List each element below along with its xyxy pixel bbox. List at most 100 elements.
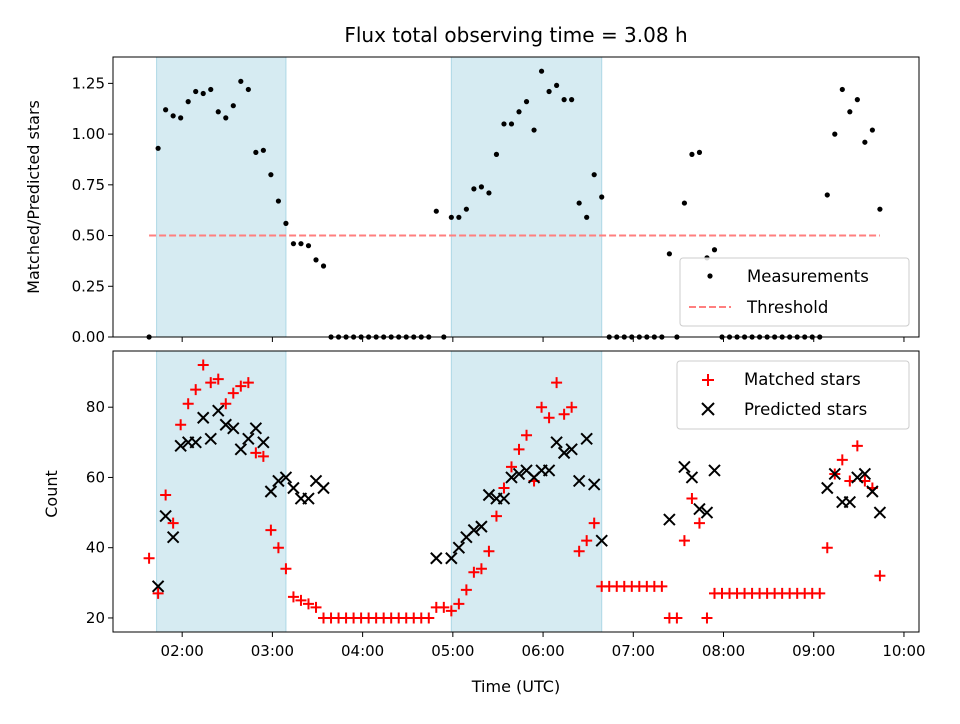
top-measurements-point — [554, 82, 560, 89]
bottom-matched-stars-point — [272, 542, 284, 554]
bottom-matched-stars-point — [190, 384, 202, 396]
x-tick-label: 04:00 — [341, 642, 384, 660]
top-measurements-point — [185, 99, 191, 105]
bottom-y-tick-label: 40 — [86, 539, 105, 557]
bottom-matched-stars-point — [175, 419, 187, 431]
top-measurements-point — [711, 247, 718, 253]
top-measurements-point — [501, 121, 507, 127]
bottom-matched-stars-point — [302, 598, 314, 610]
bottom-matched-stars-point — [551, 377, 563, 389]
top-measurements-point — [561, 97, 567, 103]
bottom-predicted-stars-point — [851, 471, 864, 484]
bottom-matched-stars-point — [438, 601, 450, 613]
bottom-predicted-stars-point — [219, 418, 232, 431]
bottom-y-axis-label: Count — [42, 470, 61, 518]
bottom-predicted-stars-point — [174, 439, 187, 453]
top-y-tick-label: 0.00 — [72, 328, 105, 346]
bottom-matched-stars-point — [701, 612, 713, 624]
bottom-matched-stars-point — [227, 387, 239, 399]
bottom-predicted-stars-point — [197, 411, 210, 424]
top-shaded-interval-1 — [450, 56, 603, 338]
bottom-predicted-stars-point — [708, 464, 721, 477]
bottom-matched-stars-point — [693, 517, 705, 529]
bottom-predicted-stars-point — [475, 520, 488, 533]
bottom-matched-stars-point — [295, 594, 307, 606]
top-legend: Measurements Threshold — [679, 257, 910, 327]
top-measurements-point — [463, 206, 469, 212]
bottom-predicted-stars-point — [212, 404, 225, 417]
bottom-matched-stars-point — [220, 398, 232, 410]
bottom-predicted-stars-point — [287, 481, 300, 495]
bottom-legend: Matched stars Predicted stars — [676, 360, 910, 430]
bottom-matched-stars-point — [483, 545, 495, 557]
bottom-matched-stars-point — [543, 412, 555, 424]
x-tick-label: 02:00 — [161, 642, 204, 660]
top-measurements-point — [666, 251, 672, 257]
top-y-axis-label: Matched/Predicted stars — [24, 100, 43, 294]
bottom-matched-stars-point — [423, 612, 435, 624]
top-measurements-point — [538, 68, 545, 74]
x-tick-label: 06:00 — [521, 642, 564, 660]
bottom-predicted-stars-point — [685, 471, 699, 484]
bottom-shaded-interval-0 — [156, 350, 287, 633]
bottom-matched-stars-point — [197, 359, 209, 371]
bottom-matched-stars-point — [310, 601, 322, 613]
top-measurements-point — [508, 121, 515, 127]
bottom-matched-stars-point — [588, 517, 600, 529]
bottom-predicted-stars-point — [843, 495, 857, 509]
top-measurements-point — [546, 88, 552, 95]
bottom-matched-stars-point — [257, 450, 269, 462]
bottom-predicted-stars-point — [866, 485, 879, 498]
bottom-predicted-stars-point — [542, 464, 556, 477]
bottom-predicted-stars-point — [159, 509, 172, 523]
top-measurements-point — [681, 200, 688, 206]
bottom-matched-stars-point — [836, 454, 848, 466]
top-measurements-point — [599, 194, 605, 200]
top-measurements-point — [689, 151, 695, 157]
top-measurements-point — [576, 200, 582, 206]
top-measurements-point — [245, 86, 251, 93]
measurements-legend-marker — [707, 273, 713, 279]
top-y-tick-label: 1.25 — [72, 74, 105, 92]
bottom-matched-stars-point — [490, 510, 502, 522]
bottom-predicted-stars-point — [189, 436, 202, 449]
bottom-matched-stars-point — [558, 408, 570, 420]
bottom-predicted-stars-point — [151, 580, 165, 593]
bottom-predicted-stars-point — [234, 443, 248, 456]
bottom-matched-stars-point — [280, 563, 292, 575]
bottom-matched-stars-point — [475, 563, 487, 575]
bottom-matched-stars-point — [521, 429, 533, 441]
top-measurements-point — [847, 109, 853, 115]
top-axes-frame — [112, 56, 920, 338]
top-measurements-point — [584, 214, 590, 220]
bottom-matched-stars-point — [445, 605, 457, 617]
top-measurements-point — [320, 263, 327, 269]
top-measurements-point — [493, 151, 500, 157]
top-measurements-point — [155, 145, 161, 151]
bottom-predicted-stars-point — [678, 460, 691, 474]
top-measurements-point — [253, 149, 259, 155]
bottom-predicted-stars-point — [257, 436, 270, 449]
bottom-predicted-stars-point — [557, 446, 571, 460]
top-y-tick-label: 1.00 — [72, 125, 105, 143]
top-measurements-point — [456, 214, 462, 220]
bottom-y-tick-label: 20 — [86, 609, 105, 627]
bottom-matched-stars-point — [160, 489, 172, 501]
bottom-predicted-stars-point — [663, 513, 676, 526]
bottom-predicted-stars-point — [693, 502, 706, 516]
bottom-predicted-stars-point — [430, 552, 443, 565]
top-measurements-point — [313, 257, 319, 263]
top-measurements-point — [433, 208, 439, 214]
bottom-matched-stars-point — [573, 545, 585, 557]
bottom-matched-stars-point — [566, 401, 578, 413]
bottom-predicted-stars-point — [580, 432, 593, 446]
bottom-matched-stars-point — [513, 443, 525, 455]
bottom-predicted-stars-point — [452, 541, 466, 554]
top-measurements-point — [230, 103, 236, 109]
top-legend-box — [679, 257, 910, 327]
top-measurements-point — [163, 107, 169, 113]
bottom-matched-stars-point — [468, 566, 480, 578]
top-measurements-point — [298, 241, 304, 247]
bottom-matched-stars-point — [287, 591, 299, 603]
bottom-matched-stars-point — [874, 570, 886, 582]
